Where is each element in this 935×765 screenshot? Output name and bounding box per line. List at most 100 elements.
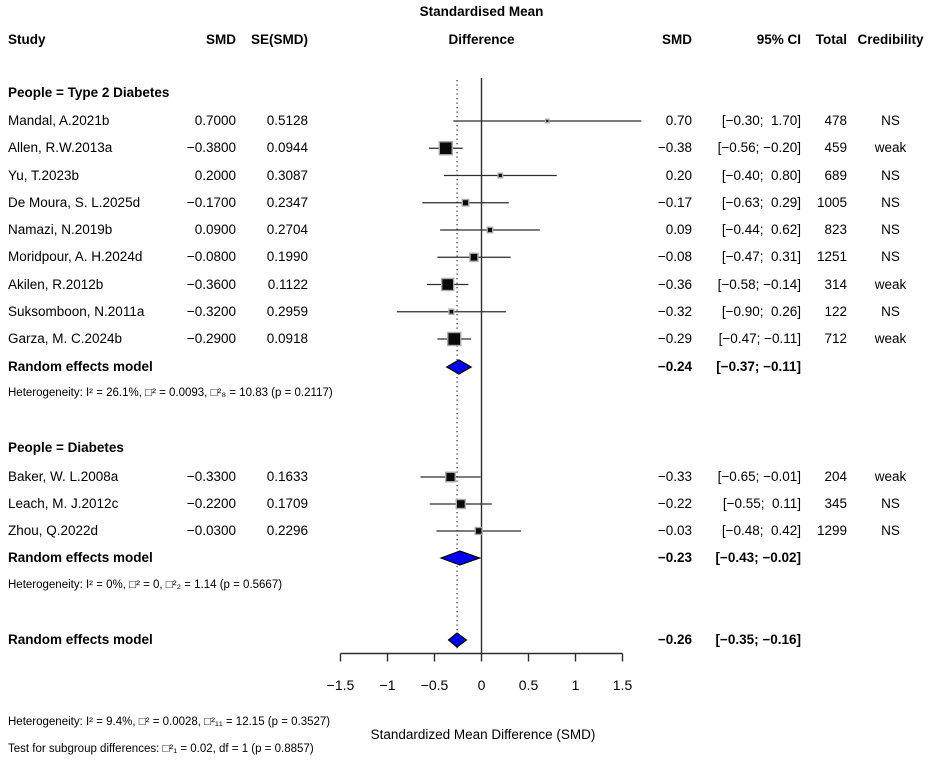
- study-total: 1299: [816, 523, 847, 538]
- study-smd: 0.0900: [194, 222, 236, 237]
- study-ci: [−0.58; −0.14]: [717, 276, 801, 292]
- study-name: Baker, W. L.2008a: [8, 469, 119, 484]
- study-name: Akilen, R.2012b: [8, 276, 104, 292]
- overall-ci: [−0.35; −0.16]: [715, 632, 801, 647]
- study-se: 0.0918: [266, 331, 308, 346]
- study-name: De Moura, S. L.2025d: [8, 194, 141, 210]
- study-credibility: NS: [881, 496, 900, 511]
- group-label: People = Diabetes: [8, 440, 124, 455]
- study-total: 1005: [816, 194, 847, 210]
- study-total: 122: [824, 303, 847, 319]
- overall-summary-label: Random effects model: [8, 632, 153, 647]
- chart-title-line1: Standardised Mean: [419, 4, 544, 19]
- study-smd: −0.3300: [186, 469, 236, 484]
- study-smd: −0.1700: [186, 194, 236, 210]
- study-smd-value: −0.33: [657, 469, 692, 484]
- column-header-smd-right: SMD: [662, 32, 692, 47]
- overall-smd-value: −0.26: [657, 632, 692, 647]
- study-smd-value: −0.38: [657, 140, 692, 156]
- study-smd: −0.3200: [186, 303, 236, 319]
- study-ci: [−0.65; −0.01]: [717, 469, 801, 484]
- study-smd: −0.3600: [186, 276, 236, 292]
- study-name: Namazi, N.2019b: [8, 222, 113, 237]
- study-credibility: NS: [881, 303, 900, 319]
- study-smd: −0.0800: [186, 249, 236, 265]
- forest-square-marker: [486, 226, 494, 234]
- study-credibility: weak: [874, 276, 907, 292]
- study-smd: −0.0300: [186, 523, 236, 538]
- x-axis-tick-label: 0.5: [519, 677, 539, 693]
- study-ci: [−0.47; −0.11]: [718, 331, 801, 346]
- study-name: Suksomboon, N.2011a: [8, 303, 145, 319]
- heterogeneity-note: Heterogeneity: I² = 26.1%, □² = 0.0093, …: [8, 387, 333, 399]
- study-se: 0.1709: [266, 496, 308, 511]
- study-ci: [−0.90; 0.26]: [721, 303, 801, 319]
- study-credibility: NS: [881, 113, 900, 128]
- study-smd-value: −0.03: [657, 523, 692, 538]
- study-smd-value: −0.36: [657, 276, 692, 292]
- study-ci: [−0.63; 0.29]: [721, 194, 801, 210]
- study-smd-value: −0.22: [657, 496, 692, 511]
- study-name: Mandal, A.2021b: [8, 113, 110, 128]
- forest-square-marker: [474, 526, 483, 536]
- column-header-95ci: 95% CI: [756, 32, 801, 47]
- x-axis-tick-label: 1: [572, 677, 580, 693]
- study-total: 478: [824, 113, 847, 128]
- study-total: 689: [824, 167, 847, 183]
- subgroup-test-note: Test for subgroup differences: □²₁ = 0.0…: [8, 743, 314, 755]
- study-name: Moridpour, A. H.2024d: [8, 249, 143, 265]
- study-smd-value: −0.17: [657, 194, 692, 210]
- study-name: Yu, T.2023b: [8, 167, 80, 183]
- x-axis-tick-label: 0: [478, 677, 486, 693]
- x-axis-tick-label: −0.5: [421, 677, 449, 693]
- study-total: 712: [824, 331, 847, 346]
- study-name: Allen, R.W.2013a: [8, 140, 113, 156]
- study-se: 0.2704: [266, 222, 308, 237]
- study-smd-value: −0.29: [657, 331, 692, 346]
- summary-smd-value: −0.24: [657, 359, 692, 374]
- group-label: People = Type 2 Diabetes: [8, 85, 170, 100]
- study-ci: [−0.56; −0.20]: [717, 140, 801, 156]
- study-total: 459: [824, 140, 847, 156]
- study-total: 204: [824, 469, 847, 484]
- study-se: 0.1990: [266, 249, 308, 265]
- study-credibility: NS: [881, 523, 900, 538]
- study-smd: 0.7000: [194, 113, 236, 128]
- study-name: Leach, M. J.2012c: [8, 496, 119, 511]
- study-se: 0.2296: [266, 523, 308, 538]
- summary-smd-value: −0.23: [657, 550, 692, 565]
- study-se: 0.2347: [266, 194, 308, 210]
- study-se: 0.5128: [266, 113, 308, 128]
- forest-square-marker: [440, 277, 455, 292]
- x-axis-title: Standardized Mean Difference (SMD): [370, 727, 596, 742]
- heterogeneity-overall-note: Heterogeneity: I² = 9.4%, □² = 0.0028, □…: [8, 716, 331, 728]
- study-smd: −0.2200: [186, 496, 236, 511]
- study-ci: [−0.30; 1.70]: [721, 113, 801, 128]
- study-smd: −0.3800: [186, 140, 236, 156]
- forest-square-marker: [497, 172, 504, 179]
- study-credibility: weak: [874, 469, 907, 484]
- study-smd-value: 0.70: [665, 113, 692, 128]
- study-name: Garza, M. C.2024b: [8, 331, 123, 346]
- study-smd-value: −0.32: [657, 303, 692, 319]
- study-ci: [−0.47; 0.31]: [721, 249, 801, 265]
- chart-title-line2: Difference: [448, 32, 515, 47]
- x-axis-tick-label: −1.5: [327, 677, 355, 693]
- study-credibility: NS: [881, 194, 900, 210]
- study-smd: −0.2900: [186, 331, 236, 346]
- study-smd-value: −0.08: [657, 249, 692, 265]
- study-se: 0.0944: [266, 140, 308, 156]
- forest-square-marker: [445, 471, 456, 483]
- study-credibility: NS: [881, 222, 900, 237]
- summary-ci: [−0.37; −0.11]: [716, 359, 801, 374]
- x-axis-tick-label: −1: [380, 677, 396, 693]
- study-se: 0.3087: [266, 167, 308, 183]
- forest-square-marker: [461, 198, 470, 207]
- summary-diamond: [445, 359, 473, 375]
- study-se: 0.1122: [267, 276, 308, 292]
- study-credibility: NS: [881, 249, 900, 265]
- study-ci: [−0.44; 0.62]: [721, 222, 801, 237]
- summary-label: Random effects model: [8, 550, 153, 565]
- summary-diamond: [439, 550, 482, 566]
